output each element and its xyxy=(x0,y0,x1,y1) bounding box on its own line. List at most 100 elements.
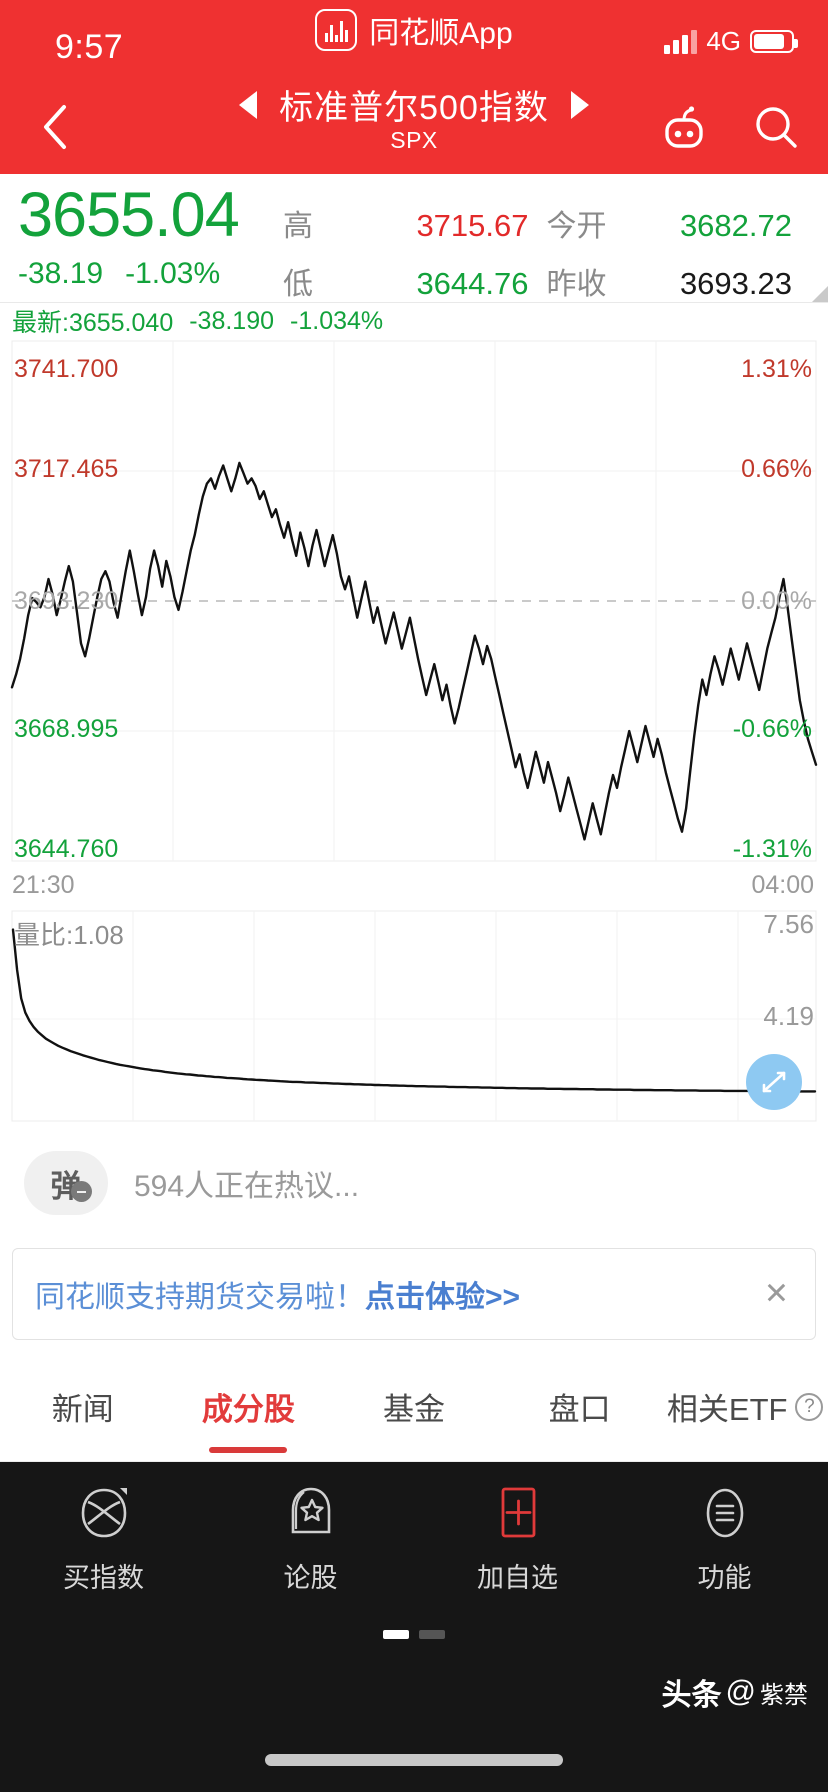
battery-icon xyxy=(750,30,798,53)
watermark-user: 紫禁 xyxy=(760,1681,808,1709)
tab-funds[interactable]: 基金 xyxy=(331,1352,497,1461)
price-axis-label-2: 3717.465 xyxy=(14,455,119,483)
stat-label: 高 xyxy=(283,210,313,243)
time-end: 04:00 xyxy=(751,871,814,899)
tab-label: 新闻 xyxy=(51,1392,114,1427)
quote-primary: 3655.04 -38.19 -1.03% xyxy=(18,184,283,291)
price-axis-label-bottom: 3644.760 xyxy=(14,835,119,863)
watermark: 头条 @ 紫禁 xyxy=(662,1670,808,1714)
quote-panel: 3655.04 -38.19 -1.03% 高 3715.67 低 3644.7… xyxy=(0,174,828,302)
price-axis-label-top: 3741.700 xyxy=(14,355,119,383)
current-price: 3655.04 xyxy=(18,180,240,250)
stat-value: 3693.23 xyxy=(679,266,792,301)
danmu-badge-icon[interactable]: 弹 xyxy=(24,1151,108,1215)
fullscreen-expand-icon[interactable] xyxy=(746,1054,802,1110)
volume-chart-svg xyxy=(11,910,817,1122)
status-app-brand: 同花顺App xyxy=(0,8,828,52)
navigation-bar: 标准普尔500指数 SPX xyxy=(0,78,828,174)
latest-change: -38.190 xyxy=(189,306,275,335)
price-change-pct: -1.03% xyxy=(125,257,221,290)
pct-axis-label-top: 1.31% xyxy=(741,355,812,383)
star-talk-icon xyxy=(291,1487,330,1534)
volume-ratio-label: 量比:1.08 xyxy=(14,920,124,950)
volume-axis-top: 7.56 xyxy=(763,909,814,939)
watermark-source: 头条 xyxy=(661,1679,722,1712)
stat-value: 3715.67 xyxy=(416,208,529,243)
stat-high: 高 3715.67 xyxy=(283,201,547,259)
triangle-right-icon[interactable] xyxy=(570,90,589,119)
promo-banner-text: 同花顺支持期货交易啦！ xyxy=(35,1281,365,1314)
content-tabs: 新闻 成分股 基金 盘口 相关ETF ? xyxy=(0,1352,828,1462)
bottom-nav-buy-index[interactable]: 买指数 xyxy=(0,1484,207,1595)
search-icon[interactable] xyxy=(750,102,802,154)
bottom-nav-label: 论股 xyxy=(283,1563,338,1593)
help-icon[interactable]: ? xyxy=(795,1392,824,1421)
robot-assistant-icon[interactable] xyxy=(658,102,710,154)
chart-section: 最新:3655.040 -38.190 -1.034% xyxy=(0,302,828,1124)
status-time: 9:57 xyxy=(55,28,124,66)
status-indicators: 4G xyxy=(664,26,798,57)
pct-axis-label-baseline: 0.00% xyxy=(741,587,812,615)
bottom-nav-add-watchlist[interactable]: 加自选 xyxy=(414,1484,621,1595)
page-dot xyxy=(419,1630,445,1639)
candlestick-logo-icon xyxy=(315,9,358,51)
page-title: 标准普尔500指数 xyxy=(279,89,549,127)
latest-price: 最新:3655.040 xyxy=(12,309,174,337)
price-axis-label-4: 3668.995 xyxy=(14,715,119,743)
tab-label: 相关ETF xyxy=(666,1392,788,1427)
pct-axis-label-bottom: -1.31% xyxy=(732,835,812,863)
network-type-label: 4G xyxy=(706,26,741,56)
triangle-left-icon[interactable] xyxy=(239,90,258,119)
latest-change-pct: -1.034% xyxy=(290,306,384,335)
stat-value: 3644.76 xyxy=(416,266,529,301)
tab-constituents[interactable]: 成分股 xyxy=(166,1352,332,1461)
add-watchlist-icon xyxy=(501,1487,535,1538)
price-change-row: -38.19 -1.03% xyxy=(18,257,283,291)
expand-arrows-icon xyxy=(762,1071,786,1093)
nav-actions xyxy=(658,102,802,154)
pct-axis-label-4: -0.66% xyxy=(732,715,812,743)
home-indicator xyxy=(265,1754,563,1766)
bottom-nav-label: 功能 xyxy=(697,1563,752,1593)
price-axis-label-baseline: 3693.230 xyxy=(14,587,119,615)
signal-bars-icon xyxy=(664,29,698,54)
promo-banner[interactable]: 同花顺支持期货交易啦！ 点击体验>> ✕ xyxy=(12,1248,816,1340)
page-dot-active xyxy=(383,1630,409,1639)
bottom-nav-bar: 买指数 论股 加自选 xyxy=(0,1462,828,1792)
bottom-nav-label: 加自选 xyxy=(477,1563,558,1593)
stat-label: 昨收 xyxy=(546,268,607,301)
stat-label: 低 xyxy=(283,268,313,301)
stat-value: 3682.72 xyxy=(679,208,792,243)
price-chart-svg xyxy=(10,340,818,862)
stat-open: 今开 3682.72 xyxy=(547,201,811,259)
latest-readout-bar: 最新:3655.040 -38.190 -1.034% xyxy=(0,303,828,339)
price-change-abs: -38.19 xyxy=(18,257,104,290)
discussion-count-text: 594人正在热议... xyxy=(134,1170,360,1203)
tab-related-etf[interactable]: 相关ETF ? xyxy=(662,1352,828,1461)
bottom-nav-talk[interactable]: 论股 xyxy=(207,1484,414,1595)
expand-quote-corner-icon[interactable] xyxy=(812,286,828,302)
pct-axis-label-2: 0.66% xyxy=(741,455,812,483)
chevron-left-icon xyxy=(44,105,66,149)
discussion-bar[interactable]: 弹 594人正在热议... xyxy=(0,1124,828,1242)
menu-function-icon xyxy=(706,1488,743,1538)
stat-prevclose: 昨收 3693.23 xyxy=(547,259,811,317)
close-icon[interactable]: ✕ xyxy=(763,1277,789,1311)
watermark-at: @ xyxy=(725,1675,756,1708)
promo-banner-cta[interactable]: 点击体验>> xyxy=(365,1281,521,1314)
tab-orderbook[interactable]: 盘口 xyxy=(497,1352,663,1461)
page-subtitle: SPX xyxy=(390,127,438,153)
back-button[interactable] xyxy=(30,100,80,154)
tab-label: 成分股 xyxy=(201,1392,295,1427)
time-axis: 21:30 04:00 xyxy=(0,869,828,909)
volume-axis-mid: 4.19 xyxy=(763,1001,814,1031)
time-start: 21:30 xyxy=(12,871,75,899)
tab-news[interactable]: 新闻 xyxy=(0,1352,166,1461)
status-bar: 9:57 同花顺App 4G xyxy=(0,0,828,78)
nav-title-block: 标准普尔500指数 SPX xyxy=(0,80,828,154)
page-indicator-dots xyxy=(0,1630,828,1639)
price-chart[interactable]: 3741.700 3717.465 3693.230 3668.995 3644… xyxy=(0,339,828,869)
stat-label: 今开 xyxy=(546,210,607,243)
bottom-nav-functions[interactable]: 功能 xyxy=(621,1484,828,1595)
volume-chart[interactable]: 量比:1.08 7.56 4.19 xyxy=(0,909,828,1124)
